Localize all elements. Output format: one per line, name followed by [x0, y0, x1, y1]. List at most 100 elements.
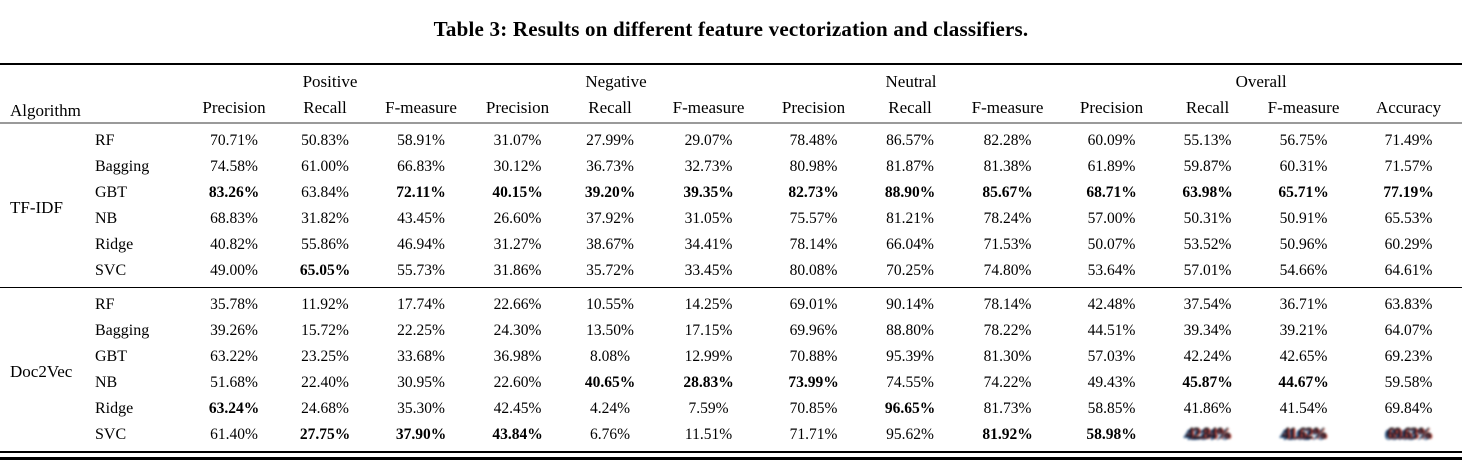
table-row: GBT 83.26% 63.84% 72.11% 40.15% 39.20% 39.35% 8… — [0, 180, 1462, 206]
metric-value: 51.68% — [210, 374, 258, 391]
metric-value: 59.87% — [1183, 158, 1232, 175]
table-row: TF-IDF RF 70.71% 50.83% 58.91% 31.07% 27.99% 29… — [0, 123, 1462, 217]
classifier-label: SVC — [95, 262, 127, 279]
metric-value: 50.96% — [1279, 236, 1328, 253]
metric-value: 69.96% — [789, 322, 838, 339]
metric-value: 71.49% — [1384, 132, 1433, 149]
metric-value: 57.01% — [1183, 262, 1232, 279]
metric-value: 46.94% — [397, 236, 445, 253]
header-metric-row: Precision Recall F-measure Precision Rec… — [0, 93, 1462, 123]
metric-value: 41.54% — [1279, 400, 1328, 417]
metric-value: 39.34% — [1183, 322, 1232, 339]
metric-value: 40.15% — [492, 184, 543, 201]
metric-value: 59.58% — [1384, 374, 1433, 391]
metric-value: 23.25% — [301, 348, 349, 365]
metric-value: 53.52% — [1183, 236, 1232, 253]
classifier-label: Bagging — [95, 158, 150, 175]
metric-value: 71.71% — [789, 426, 838, 443]
metric-value: 36.73% — [586, 158, 634, 175]
header-algorithm: Algorithm — [10, 101, 81, 120]
classifier-label: RF — [95, 132, 115, 149]
metric-value: 70.71% — [210, 132, 258, 149]
metric-value: 41.86% — [1183, 400, 1232, 417]
metric-value: 33.68% — [397, 348, 445, 365]
metric-value: 74.58% — [210, 158, 258, 175]
metric-value: 42.48% — [1087, 296, 1136, 313]
metric-value: 70.25% — [886, 262, 934, 279]
header-neutral-precision: Precision — [781, 97, 846, 117]
table-header: Algorithm Positive Negative Neutral Over… — [0, 64, 1462, 123]
metric-value: 70.85% — [789, 400, 838, 417]
metric-value: 34.41% — [684, 236, 733, 253]
metric-value: 30.12% — [493, 158, 542, 175]
metric-value: 29.07% — [684, 132, 733, 149]
metric-value: 58.85% — [1087, 400, 1136, 417]
metric-value: 82.73% — [788, 184, 839, 201]
vectorizer-label: TF-IDF — [10, 197, 63, 217]
metric-value: 43.45% — [397, 210, 445, 227]
section-tf-idf: TF-IDF RF 70.71% 50.83% 58.91% 31.07% 27.99% 29… — [0, 123, 1462, 288]
metric-value: 81.38% — [983, 158, 1032, 175]
metric-value: 22.25% — [397, 322, 445, 339]
metric-value: 78.14% — [983, 296, 1032, 313]
metric-value: 58.98% — [1086, 426, 1137, 443]
classifier-label: GBT — [95, 348, 127, 365]
metric-value: 70.88% — [789, 348, 838, 365]
table-row: NB 68.83% 31.82% 43.45% 26.60% 37.92% 31.05% 75… — [0, 206, 1462, 232]
metric-value: 55.86% — [301, 236, 349, 253]
metric-value: 42.84% — [1185, 426, 1230, 443]
classifier-label: Bagging — [95, 322, 150, 339]
metric-value: 45.87% — [1182, 374, 1233, 391]
header-group-neutral: Neutral — [885, 72, 937, 91]
classifier-label: GBT — [95, 184, 127, 201]
metric-value: 22.60% — [493, 374, 542, 391]
metric-value: 61.40% — [210, 426, 258, 443]
metric-value: 49.43% — [1087, 374, 1136, 391]
metric-value: 65.53% — [1384, 210, 1433, 227]
header-positive-precision: Precision — [202, 97, 266, 117]
metric-value: 88.80% — [886, 322, 934, 339]
metric-value: 37.92% — [586, 210, 634, 227]
metric-value: 63.84% — [301, 184, 349, 201]
metric-value: 60.29% — [1384, 236, 1433, 253]
metric-value: 80.98% — [789, 158, 838, 175]
classifier-label: SVC — [95, 426, 127, 443]
metric-value: 55.73% — [397, 262, 445, 279]
classifier-label: NB — [95, 374, 118, 391]
metric-value: 69.01% — [789, 296, 838, 313]
header-group-negative: Negative — [585, 72, 647, 91]
metric-value: 35.78% — [210, 296, 258, 313]
metric-value: 31.27% — [493, 236, 542, 253]
metric-value: 63.98% — [1182, 184, 1233, 201]
metric-value: 73.99% — [788, 374, 839, 391]
section-doc2vec: Doc2Vec RF 35.78% 11.92% 17.74% 22.66% 10.55% 1… — [0, 287, 1462, 452]
metric-value: 64.07% — [1384, 322, 1433, 339]
metric-value: 24.30% — [493, 322, 542, 339]
metric-value: 44.67% — [1278, 374, 1329, 391]
metric-value: 42.24% — [1183, 348, 1232, 365]
metric-value: 96.65% — [884, 400, 936, 417]
metric-value: 71.57% — [1384, 158, 1433, 175]
metric-value: 60.09% — [1087, 132, 1136, 149]
metric-value: 88.90% — [884, 184, 936, 201]
metric-value: 44.51% — [1087, 322, 1136, 339]
metric-value: 28.83% — [683, 374, 734, 391]
metric-value: 12.99% — [684, 348, 733, 365]
metric-value: 81.30% — [983, 348, 1032, 365]
metric-value: 58.91% — [397, 132, 445, 149]
metric-value: 42.65% — [1279, 348, 1328, 365]
metric-value: 65.71% — [1278, 184, 1329, 201]
classifier-label: RF — [95, 296, 115, 313]
header-group-row: Algorithm Positive Negative Neutral Over… — [0, 64, 1462, 120]
table-bottom-rule — [0, 451, 1462, 460]
metric-value: 54.66% — [1279, 262, 1328, 279]
metric-value: 40.65% — [584, 374, 636, 391]
metric-value: 74.22% — [983, 374, 1032, 391]
metric-value: 49.00% — [210, 262, 258, 279]
metric-value: 15.72% — [301, 322, 349, 339]
metric-value: 95.39% — [886, 348, 934, 365]
metric-value: 81.87% — [886, 158, 934, 175]
metric-value: 4.24% — [589, 400, 631, 417]
metric-value: 13.50% — [586, 322, 634, 339]
metric-value: 31.05% — [684, 210, 733, 227]
